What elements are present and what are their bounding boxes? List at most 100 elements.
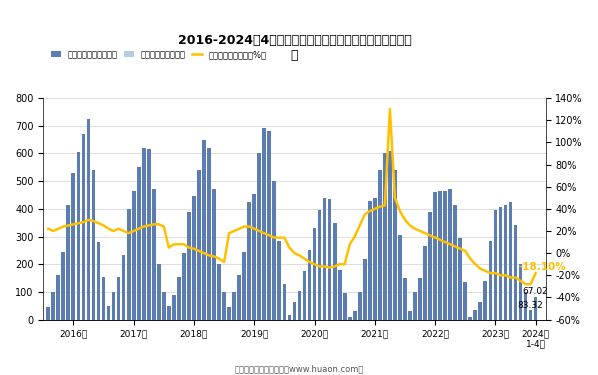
Bar — [373, 198, 377, 320]
Bar — [508, 202, 512, 320]
Bar — [388, 211, 392, 320]
Bar — [137, 220, 141, 320]
Bar — [127, 209, 130, 320]
Bar — [212, 237, 216, 320]
Bar — [348, 318, 352, 320]
Bar — [177, 293, 181, 320]
Bar — [51, 303, 55, 320]
Bar — [47, 307, 50, 320]
Bar — [202, 140, 206, 320]
Bar — [514, 225, 517, 320]
Bar — [514, 260, 517, 320]
Bar — [468, 317, 472, 320]
Bar — [318, 210, 322, 320]
Bar — [328, 245, 331, 320]
Bar — [217, 284, 221, 320]
Bar — [242, 277, 246, 320]
Bar — [363, 281, 367, 320]
Bar — [147, 210, 151, 320]
Bar — [222, 303, 226, 320]
Bar — [518, 285, 523, 320]
Bar — [87, 119, 90, 320]
Bar — [338, 289, 341, 320]
Bar — [368, 201, 372, 320]
Text: 67.02: 67.02 — [523, 287, 548, 296]
Bar — [273, 181, 276, 320]
Bar — [72, 225, 75, 320]
Bar — [393, 170, 397, 320]
Bar — [97, 242, 100, 320]
Bar — [167, 311, 170, 320]
Bar — [383, 213, 387, 320]
Bar — [423, 274, 427, 320]
Bar — [443, 237, 447, 320]
Bar — [323, 198, 327, 320]
Bar — [137, 167, 141, 320]
Bar — [468, 318, 472, 320]
Bar — [157, 284, 161, 320]
Bar — [303, 289, 306, 320]
Bar — [353, 311, 356, 320]
Bar — [343, 293, 347, 320]
Bar — [167, 306, 170, 320]
Bar — [483, 295, 487, 320]
Bar — [263, 129, 266, 320]
Bar — [413, 292, 417, 320]
Bar — [303, 271, 306, 320]
Bar — [438, 238, 442, 320]
Bar — [182, 277, 186, 320]
Bar — [318, 252, 322, 320]
Bar — [398, 266, 402, 320]
Bar — [237, 275, 241, 320]
Bar — [227, 312, 231, 320]
Bar — [81, 134, 86, 320]
Bar — [388, 151, 392, 320]
Bar — [393, 224, 397, 320]
Bar — [142, 148, 145, 320]
Bar — [489, 270, 492, 320]
Bar — [358, 292, 362, 320]
Bar — [383, 153, 387, 320]
Bar — [504, 205, 507, 320]
Bar — [307, 277, 312, 320]
Text: -18.10%: -18.10% — [518, 262, 566, 272]
Bar — [332, 223, 337, 320]
Bar — [242, 252, 246, 320]
Bar — [408, 311, 412, 320]
Bar — [458, 267, 462, 320]
Bar — [499, 249, 502, 320]
Bar — [122, 277, 126, 320]
Bar — [504, 246, 507, 320]
Bar — [332, 259, 337, 320]
Bar — [177, 277, 181, 320]
Bar — [162, 302, 166, 320]
Bar — [453, 205, 457, 320]
Bar — [132, 237, 136, 320]
Bar — [428, 211, 432, 320]
Bar — [172, 295, 176, 320]
Bar — [499, 207, 502, 320]
Bar — [142, 209, 145, 320]
Bar — [288, 315, 291, 320]
Bar — [237, 292, 241, 320]
Bar — [363, 259, 367, 320]
Bar — [132, 191, 136, 320]
Bar — [62, 275, 65, 320]
Bar — [257, 214, 261, 320]
Bar — [222, 292, 226, 320]
Bar — [232, 292, 236, 320]
Bar — [338, 270, 341, 320]
Bar — [493, 210, 498, 320]
Bar — [483, 281, 487, 320]
Bar — [368, 243, 372, 320]
Bar — [418, 278, 422, 320]
Bar — [534, 297, 538, 320]
Bar — [72, 173, 75, 320]
Bar — [217, 264, 221, 320]
Bar — [463, 297, 467, 320]
Legend: 房地产投资额（亿元）, 住宅投资额（亿元）, 房地产投资额增速（%）: 房地产投资额（亿元）, 住宅投资额（亿元）, 房地产投资额增速（%） — [47, 47, 270, 63]
Bar — [408, 315, 412, 320]
Bar — [106, 311, 111, 320]
Bar — [298, 302, 301, 320]
Bar — [56, 292, 60, 320]
